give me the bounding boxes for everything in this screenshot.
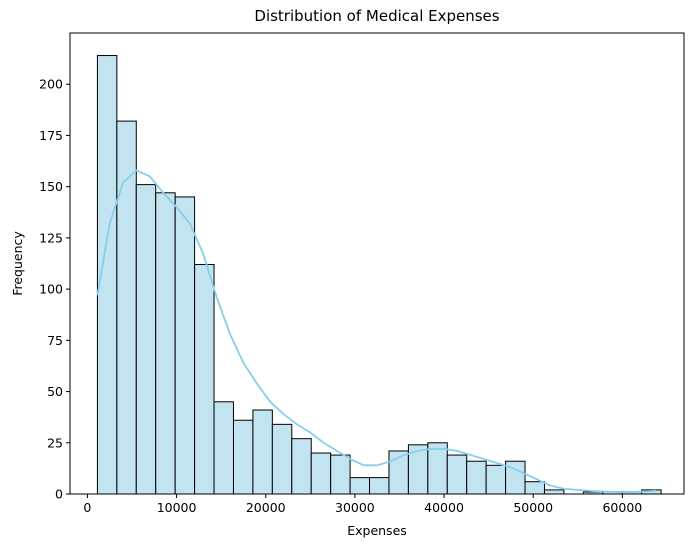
histogram-bar [310, 452, 332, 495]
y-tick-label: 150 [39, 179, 63, 194]
histogram-bar [174, 196, 196, 495]
histogram-bar [194, 264, 215, 495]
histogram-bar [116, 120, 137, 495]
y-tick-label: 25 [47, 435, 63, 450]
x-tick-label: 40000 [424, 500, 464, 515]
histogram-bar [232, 419, 254, 495]
y-tick-label: 125 [39, 230, 63, 245]
histogram-bar [155, 192, 176, 495]
chart-title: Distribution of Medical Expenses [254, 7, 499, 25]
y-tick-label: 50 [47, 384, 63, 399]
kde-line [96, 169, 657, 493]
histogram-bars [96, 55, 662, 495]
histogram-bar [485, 464, 507, 495]
y-tick-label: 75 [47, 333, 63, 348]
histogram-bar [349, 477, 371, 495]
histogram-bar [466, 460, 487, 495]
y-tick-label: 200 [39, 77, 63, 92]
histogram-bar [427, 442, 448, 495]
histogram-bar [524, 481, 545, 495]
x-tick-label: 0 [83, 500, 91, 515]
histogram-bar [252, 409, 273, 495]
histogram-bar [291, 438, 312, 495]
y-tick-label: 175 [39, 128, 63, 143]
kde-curve-group [96, 169, 657, 493]
y-tick-label: 100 [39, 282, 63, 297]
y-axis-label: Frequency [10, 231, 25, 296]
y-tick-label: 0 [55, 487, 63, 502]
x-tick-label: 50000 [513, 500, 553, 515]
y-axis-ticks: 0 25 50 75 100 125 150 175 200 [39, 77, 70, 502]
histogram-bar [446, 454, 468, 495]
histogram-bar [330, 454, 351, 495]
histogram-bar [271, 423, 293, 495]
x-tick-label: 60000 [602, 500, 642, 515]
histogram-bar [135, 184, 157, 495]
x-tick-label: 10000 [157, 500, 197, 515]
histogram-bar [369, 477, 390, 495]
x-axis-ticks: 0 10000 20000 30000 40000 50000 60000 [83, 494, 642, 515]
x-tick-label: 20000 [246, 500, 286, 515]
x-axis-label: Expenses [347, 523, 407, 538]
histogram-bar [213, 401, 234, 495]
x-tick-label: 30000 [335, 500, 375, 515]
histogram-bar [543, 489, 565, 495]
plot-frame [69, 32, 685, 495]
